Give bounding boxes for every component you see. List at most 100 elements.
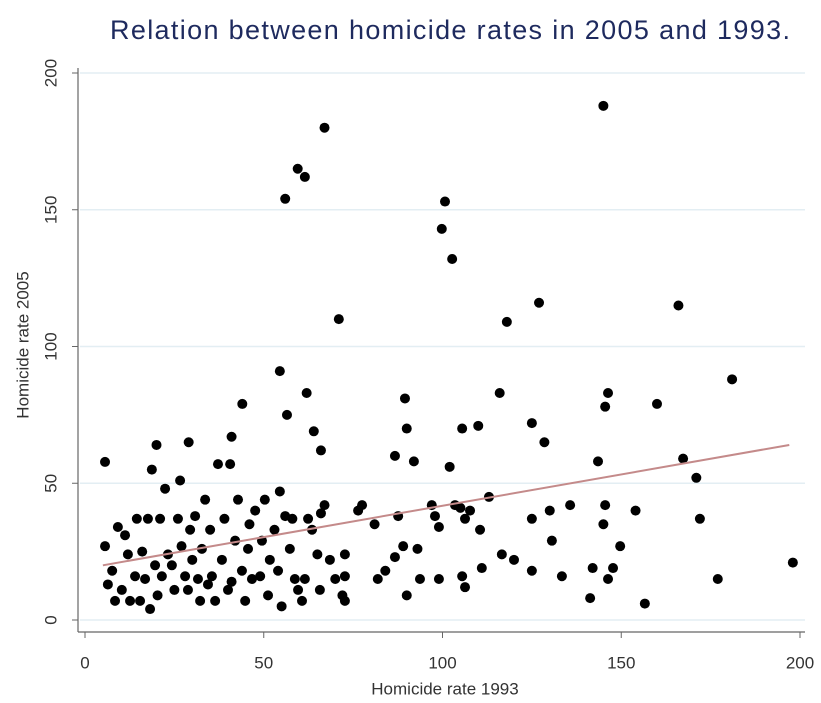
point	[412, 543, 423, 554]
point	[172, 513, 183, 524]
point	[315, 508, 326, 519]
x-axis-label: Homicide rate 1993	[371, 679, 518, 698]
chart-title: Relation between homicide rates in 2005 …	[110, 15, 790, 45]
point	[297, 595, 308, 606]
point	[534, 297, 545, 308]
point	[691, 472, 702, 483]
point	[152, 590, 163, 601]
point	[293, 584, 304, 595]
point	[539, 437, 550, 448]
point	[226, 576, 237, 587]
point	[131, 513, 142, 524]
point	[630, 505, 641, 516]
point	[187, 554, 198, 565]
point	[280, 193, 291, 204]
point	[280, 511, 291, 522]
point	[206, 571, 217, 582]
point	[372, 573, 383, 584]
point	[440, 196, 451, 207]
point	[315, 445, 326, 456]
point	[116, 584, 127, 595]
point	[107, 565, 118, 576]
point	[155, 513, 166, 524]
point	[401, 590, 412, 601]
point	[216, 554, 227, 565]
point	[299, 573, 310, 584]
point	[146, 464, 157, 475]
point	[603, 387, 614, 398]
point	[140, 573, 151, 584]
point	[476, 563, 487, 574]
point	[526, 565, 537, 576]
point	[243, 543, 254, 554]
point	[353, 505, 364, 516]
point	[250, 505, 261, 516]
point	[433, 522, 444, 533]
point	[299, 171, 310, 182]
point	[100, 541, 111, 552]
point	[433, 573, 444, 584]
point	[303, 513, 314, 524]
point	[324, 554, 335, 565]
point	[185, 524, 196, 535]
point	[195, 595, 206, 606]
point	[337, 590, 348, 601]
point	[225, 459, 236, 470]
y-tick-label: 150	[41, 196, 60, 224]
point	[436, 223, 447, 234]
point	[180, 571, 191, 582]
point	[600, 401, 611, 412]
point	[339, 549, 350, 560]
point	[176, 541, 187, 552]
point	[787, 557, 798, 568]
point	[183, 437, 194, 448]
point	[182, 584, 193, 595]
point	[465, 505, 476, 516]
point	[100, 456, 111, 467]
point	[226, 431, 237, 442]
point	[130, 571, 141, 582]
x-tick-label: 200	[786, 653, 814, 672]
point	[255, 571, 266, 582]
point	[526, 418, 537, 429]
point	[276, 601, 287, 612]
point	[292, 163, 303, 174]
point	[339, 571, 350, 582]
point	[444, 461, 455, 472]
point	[509, 554, 519, 565]
point	[694, 513, 705, 524]
point	[223, 584, 233, 595]
x-tick-label: 50	[254, 653, 273, 672]
point	[600, 500, 611, 511]
point	[284, 543, 295, 554]
point	[414, 573, 425, 584]
point	[145, 604, 156, 615]
point	[237, 398, 248, 409]
y-tick-label: 50	[41, 474, 60, 493]
point	[473, 420, 484, 431]
point	[369, 519, 380, 530]
point	[110, 595, 121, 606]
point	[151, 439, 162, 450]
point	[389, 450, 400, 461]
y-tick-label: 200	[41, 59, 60, 87]
point	[120, 530, 131, 541]
point	[314, 584, 325, 595]
point	[175, 475, 186, 486]
x-tick-label: 0	[80, 653, 89, 672]
point	[333, 314, 344, 325]
point	[494, 387, 505, 398]
point	[603, 573, 614, 584]
point	[608, 563, 619, 574]
point	[598, 519, 609, 530]
point	[460, 513, 471, 524]
point	[712, 573, 723, 584]
point	[301, 387, 312, 398]
point	[330, 573, 341, 584]
point	[281, 409, 292, 420]
point	[244, 519, 255, 530]
point	[408, 456, 419, 467]
point	[264, 554, 275, 565]
y-tick-label: 0	[41, 615, 60, 624]
